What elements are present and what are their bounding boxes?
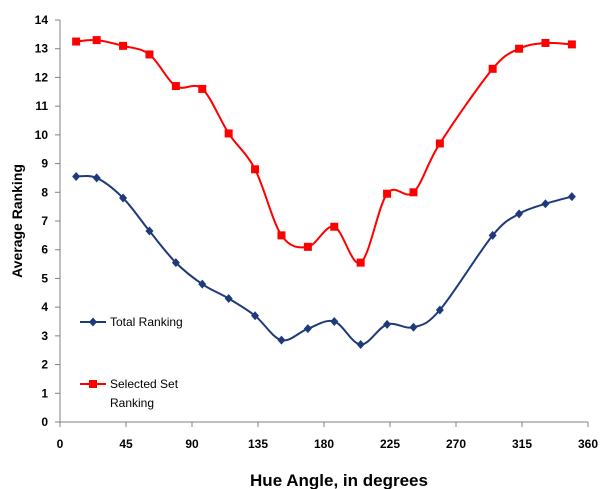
legend-marker-diamond bbox=[89, 317, 97, 327]
data-point-diamond bbox=[251, 311, 260, 321]
data-point-diamond bbox=[567, 192, 576, 202]
data-point-square bbox=[198, 84, 207, 93]
x-tick-label: 225 bbox=[380, 437, 400, 451]
data-point-square bbox=[541, 38, 550, 47]
x-axis-title: Hue Angle, in degrees bbox=[250, 471, 428, 489]
data-point-diamond bbox=[409, 322, 418, 332]
y-tick-label: 12 bbox=[35, 70, 49, 84]
data-point-diamond bbox=[224, 294, 233, 304]
data-point-square bbox=[224, 129, 233, 138]
x-tick-label: 315 bbox=[512, 437, 532, 451]
y-tick-label: 13 bbox=[35, 42, 49, 56]
y-tick-label: 2 bbox=[41, 358, 48, 372]
data-point-square bbox=[145, 50, 154, 59]
series-layer bbox=[72, 36, 576, 349]
data-point-diamond bbox=[72, 171, 81, 181]
legend-marker-square bbox=[89, 380, 97, 388]
legend-label: Total Ranking bbox=[110, 315, 183, 329]
data-point-square bbox=[251, 165, 260, 174]
y-tick-label: 8 bbox=[41, 185, 48, 199]
data-point-square bbox=[567, 40, 576, 49]
data-point-square bbox=[72, 37, 81, 46]
x-tick-label: 135 bbox=[248, 437, 268, 451]
data-point-diamond bbox=[383, 319, 392, 329]
data-point-square bbox=[277, 231, 286, 240]
data-point-square bbox=[92, 36, 101, 45]
series-total-ranking bbox=[72, 171, 576, 349]
y-tick-label: 9 bbox=[41, 157, 48, 171]
data-point-square bbox=[488, 64, 497, 73]
y-tick-label: 4 bbox=[41, 300, 48, 314]
legend-label-line-1: Selected Set bbox=[110, 377, 179, 391]
x-tick-label: 45 bbox=[119, 437, 133, 451]
y-tick-label: 0 bbox=[41, 415, 48, 429]
y-tick-label: 6 bbox=[41, 243, 48, 257]
data-point-square bbox=[303, 242, 312, 251]
y-tick-label: 14 bbox=[35, 13, 49, 27]
data-point-diamond bbox=[145, 226, 154, 236]
data-point-square bbox=[435, 139, 444, 148]
data-point-diamond bbox=[515, 209, 524, 219]
legend-entry-total-ranking: Total Ranking bbox=[80, 315, 183, 329]
data-point-square bbox=[171, 82, 180, 91]
x-tick-label: 270 bbox=[446, 437, 466, 451]
data-point-square bbox=[409, 188, 418, 197]
y-tick-label: 3 bbox=[41, 329, 48, 343]
y-axis-title: Average Ranking bbox=[9, 164, 25, 278]
data-point-square bbox=[383, 189, 392, 198]
y-tick-label: 10 bbox=[35, 128, 49, 142]
data-point-square bbox=[330, 222, 339, 231]
data-point-diamond bbox=[92, 173, 101, 183]
x-tick-label: 360 bbox=[578, 437, 598, 451]
x-tick-label: 90 bbox=[185, 437, 199, 451]
legend-entry-selected-set-ranking: Selected Set Ranking bbox=[80, 377, 179, 410]
data-point-square bbox=[119, 41, 128, 50]
y-tick-label: 1 bbox=[41, 386, 48, 400]
data-point-square bbox=[356, 258, 365, 267]
data-point-diamond bbox=[277, 335, 286, 345]
data-point-diamond bbox=[541, 199, 550, 209]
y-tick-label: 5 bbox=[41, 271, 48, 285]
y-tick-label: 7 bbox=[41, 214, 48, 228]
legend-label-line-2: Ranking bbox=[110, 396, 154, 410]
data-point-diamond bbox=[303, 324, 312, 334]
data-point-diamond bbox=[356, 339, 365, 349]
y-tick-label: 11 bbox=[35, 99, 48, 113]
data-point-diamond bbox=[198, 279, 207, 289]
data-point-diamond bbox=[119, 193, 128, 203]
series-selected-set-ranking bbox=[72, 36, 576, 267]
data-point-diamond bbox=[435, 305, 444, 315]
data-point-diamond bbox=[488, 230, 497, 240]
x-tick-label: 0 bbox=[57, 437, 64, 451]
data-point-square bbox=[515, 44, 524, 53]
x-tick-label: 180 bbox=[314, 437, 334, 451]
data-point-diamond bbox=[330, 317, 339, 326]
data-point-diamond bbox=[171, 258, 180, 268]
legend: Total Ranking Selected Set Ranking bbox=[80, 315, 183, 410]
